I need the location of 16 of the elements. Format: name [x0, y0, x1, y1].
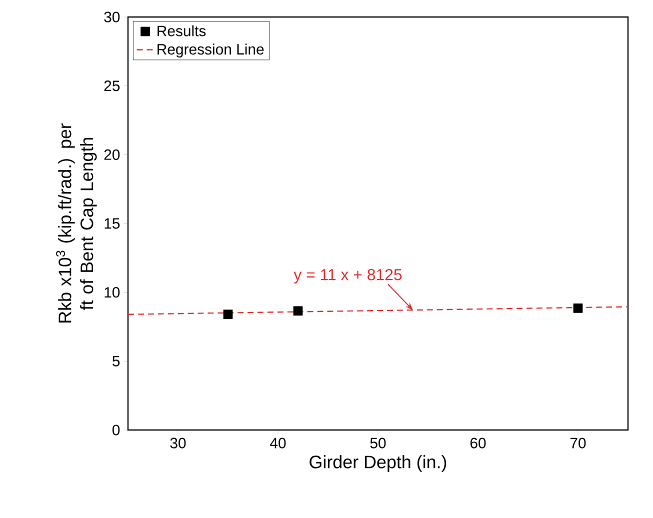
y-tick-label: 10: [104, 287, 120, 298]
y-tick-label: 30: [104, 12, 120, 22]
annotation: y = 11 x + 8125: [294, 269, 402, 284]
x-tick-label: 40: [270, 438, 286, 448]
x-tick-label: 70: [570, 438, 586, 448]
y-tick-label: 20: [104, 149, 120, 160]
y-tick-label: 5: [112, 356, 120, 366]
legend-label: Results: [158, 25, 206, 36]
y-tick-label: 0: [112, 424, 120, 436]
x-axis-title: Girder Depth (in.): [310, 455, 446, 472]
x-tick-label: 60: [470, 438, 486, 448]
y-tick-label: 15: [104, 218, 120, 229]
legend-label: Regression Line: [158, 44, 264, 58]
y-tick-label: 25: [104, 80, 120, 92]
x-tick-label: 50: [370, 438, 386, 448]
x-tick-label: 30: [170, 438, 186, 448]
